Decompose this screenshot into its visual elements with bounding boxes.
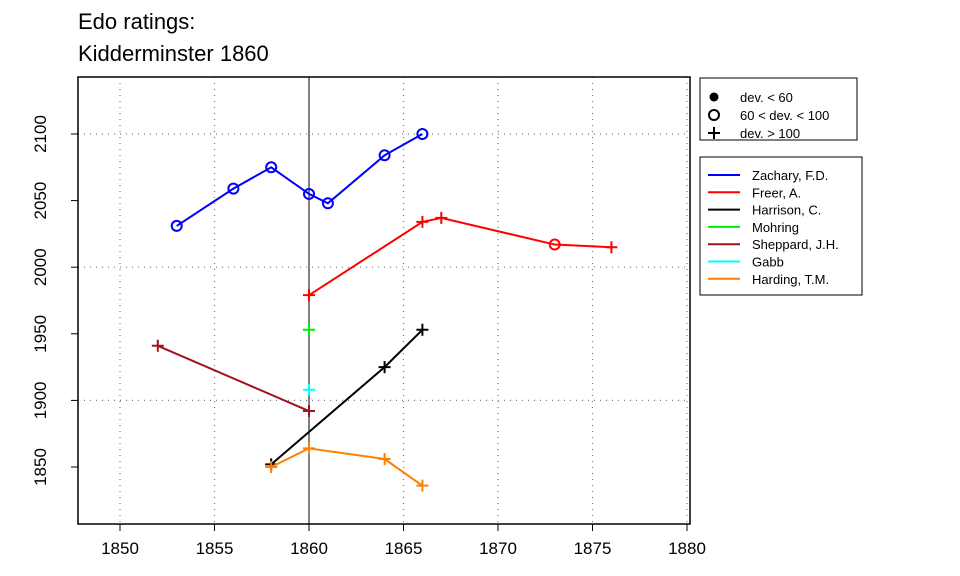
marker-legend-label: 60 < dev. < 100: [740, 108, 829, 123]
series-legend-label: Gabb: [752, 255, 784, 270]
chart-title-line-1: Edo ratings:: [78, 9, 195, 34]
series-layer: [151, 128, 618, 492]
x-tick-label: 1875: [574, 539, 612, 558]
data-point: [303, 405, 315, 418]
series-line: [308, 216, 612, 297]
series-legend-label: Zachary, F.D.: [752, 168, 828, 183]
x-tick-label: 1855: [196, 539, 234, 558]
x-tick-label: 1870: [479, 539, 517, 558]
y-tick-label: 1950: [31, 315, 50, 353]
data-point: [416, 323, 429, 336]
data-point: [548, 238, 561, 251]
x-tick-label: 1860: [290, 539, 328, 558]
y-tick-label: 2100: [31, 115, 50, 153]
data-point: [151, 339, 164, 352]
data-point: [303, 289, 315, 302]
axes: 1850 1855 1860 1865 1870 1875 1880 1850 1900 1950…: [31, 115, 706, 558]
data-point: [605, 241, 618, 254]
legend-marker-dot: [709, 92, 719, 102]
data-point: [303, 442, 315, 455]
series-harding-t-m: [265, 442, 429, 492]
data-point: [378, 149, 391, 162]
series-line: [176, 133, 423, 227]
series-line: [157, 344, 310, 412]
legend-marker-circle: [708, 109, 720, 121]
legend-marker-plus: [708, 127, 720, 139]
marker-legend-label: dev. > 100: [740, 126, 800, 141]
y-tick-label: 2050: [31, 182, 50, 220]
x-tick-label: 1865: [385, 539, 423, 558]
series-legend-label: Mohring: [752, 220, 799, 235]
series-gabb: [303, 383, 315, 396]
series-legend-label: Harding, T.M.: [752, 272, 829, 287]
series-mohring: [303, 323, 315, 336]
series-zachary-f-d: [170, 128, 429, 232]
data-point: [416, 128, 429, 140]
series-line: [270, 447, 423, 487]
data-point: [303, 323, 315, 336]
marker-legend-box: [699, 77, 858, 141]
x-tick-label: 1880: [668, 539, 706, 558]
y-tick-label: 2000: [31, 248, 50, 286]
y-tick-label: 1900: [31, 381, 50, 419]
series-sheppard-j-h: [151, 339, 315, 418]
series-legend-label: Freer, A.: [752, 185, 801, 200]
data-point: [321, 197, 334, 210]
data-point: [416, 215, 429, 228]
data-point: [227, 182, 240, 195]
marker-legend: dev. < 60 60 < dev. < 100 dev. > 100: [699, 77, 858, 141]
data-point: [378, 361, 391, 374]
data-point: [416, 479, 429, 492]
data-point: [265, 461, 278, 473]
marker-legend-label: dev. < 60: [740, 90, 793, 105]
series-freer-a: [303, 211, 618, 302]
data-point: [170, 219, 183, 232]
data-point: [265, 161, 278, 174]
data-point: [303, 187, 315, 200]
series-legend-label: Harrison, C.: [752, 203, 821, 218]
x-tick-label: 1850: [101, 539, 139, 558]
series-legend-label: Sheppard, J.H.: [752, 237, 839, 252]
series-line: [270, 329, 424, 466]
series-harrison-c: [265, 323, 429, 471]
chart-title-line-2: Kidderminster 1860: [78, 41, 269, 66]
data-point: [378, 453, 391, 466]
data-point: [435, 211, 448, 224]
series-legend: Zachary, F.D. Freer, A. Harrison, C. Mohrin…: [699, 156, 863, 296]
plot-frame: [77, 76, 691, 525]
data-point: [303, 383, 315, 396]
grid: [78, 77, 690, 524]
y-tick-label: 1850: [31, 448, 50, 486]
